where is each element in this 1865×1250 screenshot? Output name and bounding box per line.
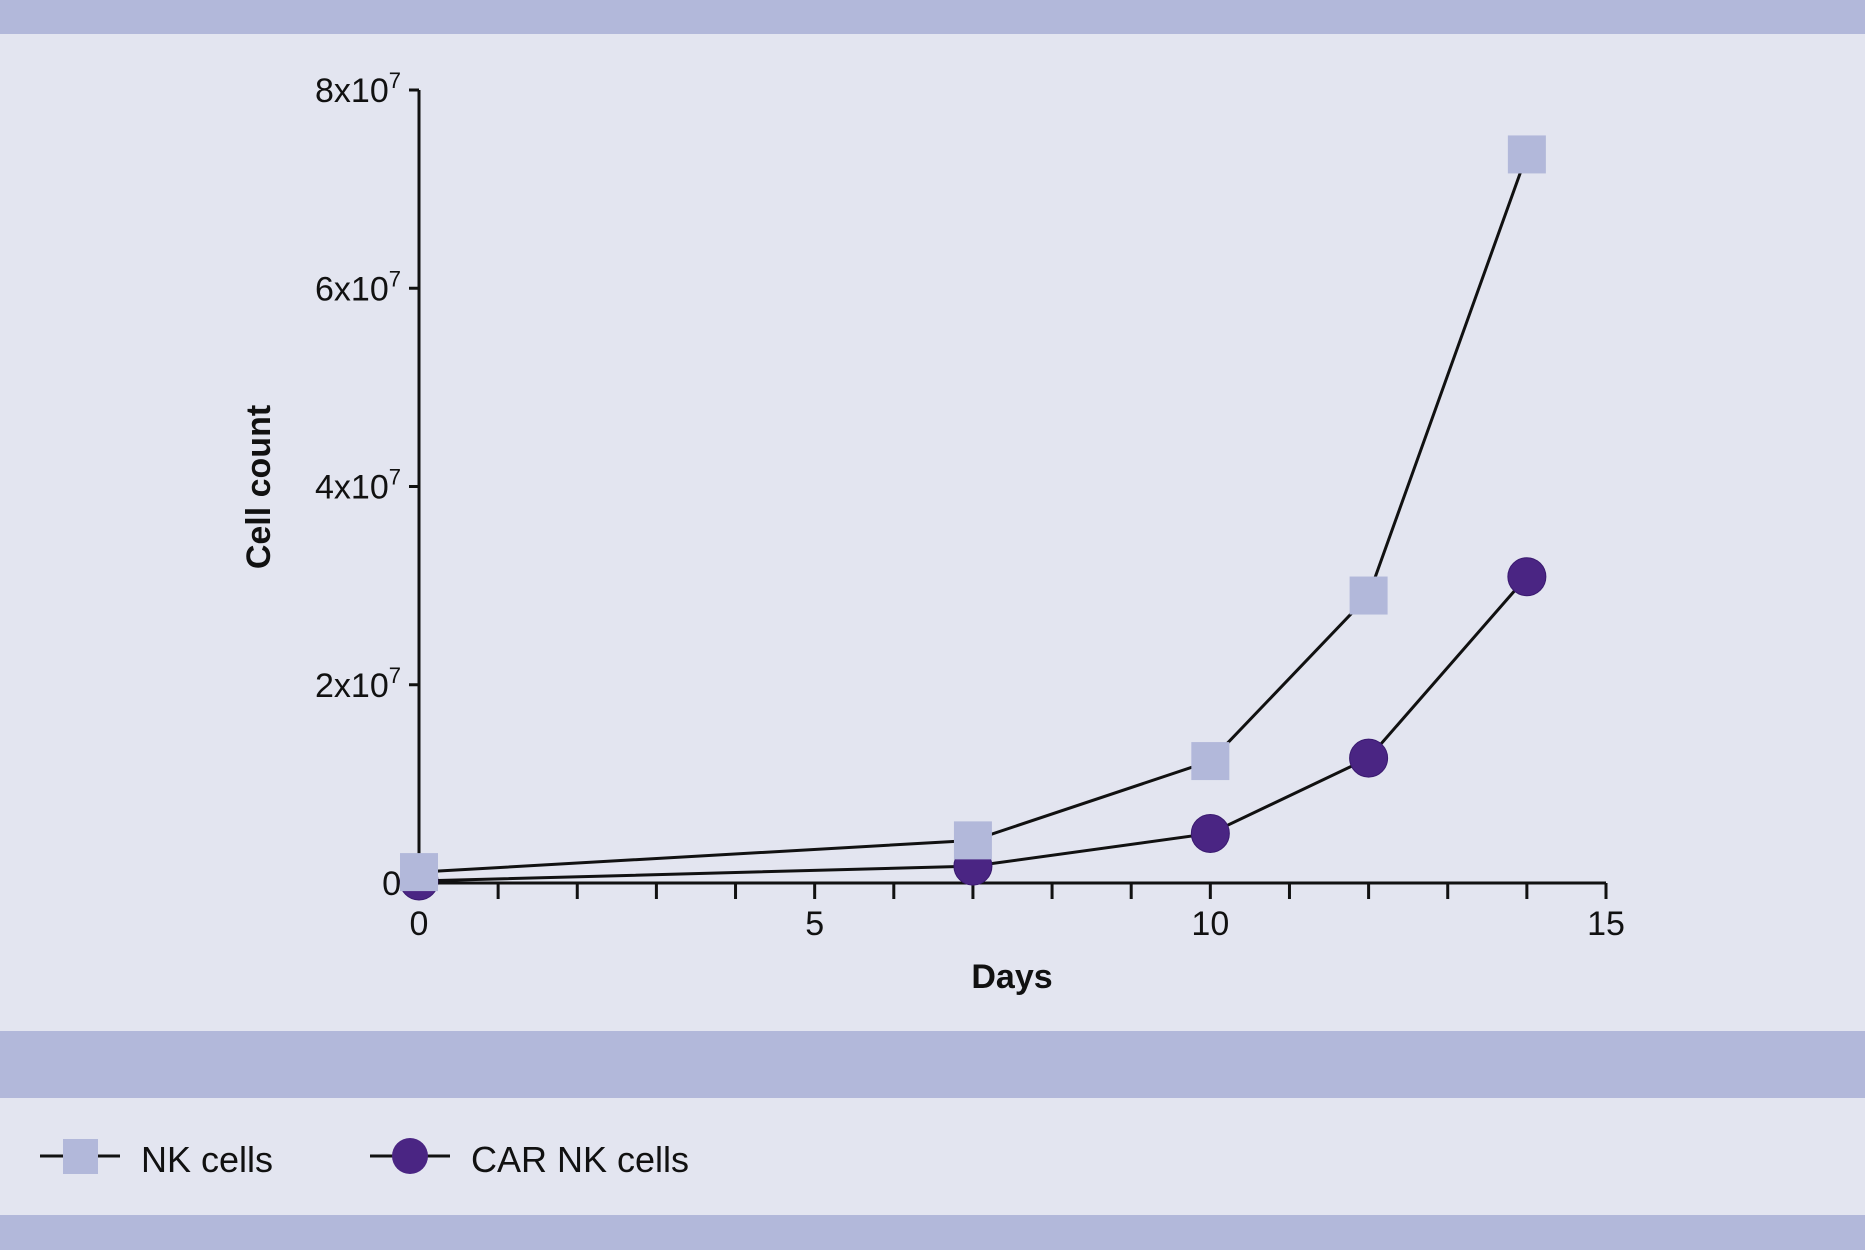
legend-item-car-nk-cells: CAR NK cells: [370, 1138, 689, 1180]
top-band: [0, 0, 1865, 34]
y-axis-label: Cell count: [240, 405, 278, 569]
axes: 0 5 10 15 0 2x107 4x107 6x107 8x107: [315, 68, 1625, 943]
x-tick-label: 15: [1587, 905, 1625, 943]
data-point-nk-cells: [1507, 135, 1546, 174]
x-tick-label: 10: [1191, 905, 1229, 943]
series-layer: [399, 135, 1547, 901]
y-tick-label: 8x107: [315, 68, 401, 110]
middle-band: [0, 1031, 1865, 1098]
legend: NK cells CAR NK cells: [40, 1138, 689, 1180]
legend-label: NK cells: [141, 1139, 273, 1180]
legend-item-nk-cells: NK cells: [40, 1139, 273, 1180]
data-point-nk-cells: [1349, 576, 1388, 615]
data-point-nk-cells: [400, 853, 438, 892]
y-tick-label: 6x107: [315, 266, 401, 308]
x-tick-label: 0: [410, 905, 429, 943]
data-point-nk-cells: [953, 821, 992, 860]
legend-label: CAR NK cells: [471, 1139, 689, 1180]
y-tick-label: 0: [382, 865, 401, 903]
square-marker-icon: [63, 1139, 98, 1174]
data-point-car-nk-cells: [1349, 738, 1389, 778]
bottom-band: [0, 1215, 1865, 1250]
y-tick-label: 4x107: [315, 465, 401, 507]
x-tick-label: 5: [805, 905, 824, 943]
circle-marker-icon: [392, 1138, 428, 1174]
data-point-nk-cells: [1191, 742, 1230, 781]
x-axis-label: Days: [971, 958, 1052, 996]
data-point-car-nk-cells: [1507, 557, 1547, 597]
y-tick-label: 2x107: [315, 663, 401, 705]
data-point-car-nk-cells: [1190, 813, 1230, 853]
